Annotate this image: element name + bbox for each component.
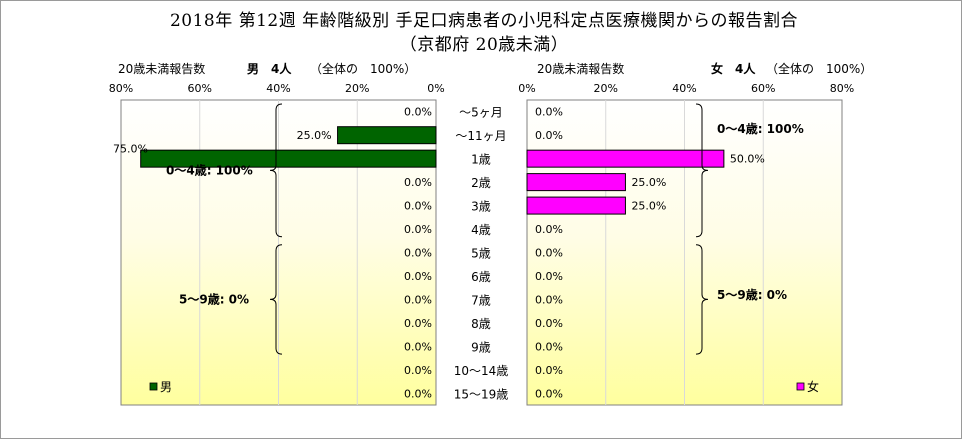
female-tick-label: 20% <box>594 82 618 95</box>
category-label: 8歳 <box>471 317 491 331</box>
male-tick-label: 20% <box>345 82 369 95</box>
male-tick-label: 40% <box>266 82 290 95</box>
female-data-label: 0.0% <box>535 317 563 330</box>
female-header-total: （全体の 100%） <box>766 62 873 76</box>
male-group-label: 5～9歳: 0% <box>179 291 249 306</box>
female-data-label: 0.0% <box>535 247 563 260</box>
category-label: 5歳 <box>471 247 491 261</box>
female-data-label: 0.0% <box>535 106 563 119</box>
male-data-label: 0.0% <box>404 364 432 377</box>
female-tick-label: 60% <box>751 82 775 95</box>
female-group-brace <box>695 103 709 238</box>
male-data-label: 0.0% <box>404 387 432 400</box>
female-bar <box>526 149 725 168</box>
male-data-label: 0.0% <box>404 293 432 306</box>
female-data-label: 0.0% <box>535 129 563 142</box>
male-data-label: 0.0% <box>404 317 432 330</box>
female-bar <box>526 196 626 215</box>
male-tick-label: 0% <box>427 82 444 95</box>
male-tick-label: 60% <box>188 82 212 95</box>
female-data-label: 0.0% <box>535 364 563 377</box>
male-data-label: 0.0% <box>404 106 432 119</box>
male-data-label: 0.0% <box>404 270 432 283</box>
male-data-label: 0.0% <box>404 200 432 213</box>
female-group-label: 5～9歳: 0% <box>717 287 787 302</box>
female-data-label: 0.0% <box>535 293 563 306</box>
category-label: 3歳 <box>471 200 491 214</box>
category-label: 7歳 <box>471 293 491 307</box>
category-label: 9歳 <box>471 340 491 354</box>
chart-title: 2018年 第12週 年齢階級別 手足口病患者の小児科定点医療機関からの報告割合 <box>169 11 799 31</box>
category-label: 4歳 <box>471 223 491 237</box>
male-legend-swatch <box>149 382 158 391</box>
male-tick-label: 80% <box>109 82 133 95</box>
female-header-left: 20歳未満報告数 <box>537 62 625 76</box>
male-bar <box>337 126 437 145</box>
male-bar <box>140 149 437 168</box>
male-data-label: 0.0% <box>404 176 432 189</box>
male-data-label: 0.0% <box>404 223 432 236</box>
chart-subtitle: （京都府 20歳未満） <box>399 35 569 55</box>
female-data-label: 0.0% <box>535 340 563 353</box>
female-tick-label: 80% <box>830 82 854 95</box>
female-data-label: 0.0% <box>535 387 563 400</box>
female-tick-label: 0% <box>518 82 535 95</box>
female-data-label: 25.0% <box>631 176 666 189</box>
male-data-label: 25.0% <box>297 129 332 142</box>
female-data-label: 25.0% <box>631 200 666 213</box>
male-data-label: 75.0% <box>113 143 148 156</box>
male-group-label: 0～4歳: 100% <box>166 162 253 177</box>
category-label: 15～19歳 <box>454 387 509 401</box>
category-label: 10～14歳 <box>454 364 509 378</box>
category-label: 2歳 <box>471 176 491 190</box>
male-data-label: 0.0% <box>404 340 432 353</box>
male-group-brace <box>269 244 283 355</box>
male-legend-label: 男 <box>160 380 172 394</box>
category-label: 6歳 <box>471 270 491 284</box>
male-header-left: 20歳未満報告数 <box>118 62 206 76</box>
female-group-label: 0～4歳: 100% <box>717 121 804 136</box>
female-data-label: 0.0% <box>535 223 563 236</box>
female-data-label: 50.0% <box>730 153 765 166</box>
category-label: 1歳 <box>471 153 491 167</box>
female-group-brace <box>695 244 709 355</box>
category-label: ～5ヶ月 <box>459 106 503 120</box>
male-header-label: 男 4人 <box>247 62 292 76</box>
female-legend-label: 女 <box>807 379 819 394</box>
female-bar <box>526 173 626 192</box>
male-header-total: （全体の 100%） <box>310 62 417 76</box>
female-data-label: 0.0% <box>535 270 563 283</box>
category-label: ～11ヶ月 <box>455 129 506 143</box>
male-group-brace <box>269 103 283 238</box>
female-tick-label: 40% <box>672 82 696 95</box>
female-legend-swatch <box>796 382 805 391</box>
male-data-label: 0.0% <box>404 247 432 260</box>
female-header-label: 女 4人 <box>711 62 756 76</box>
